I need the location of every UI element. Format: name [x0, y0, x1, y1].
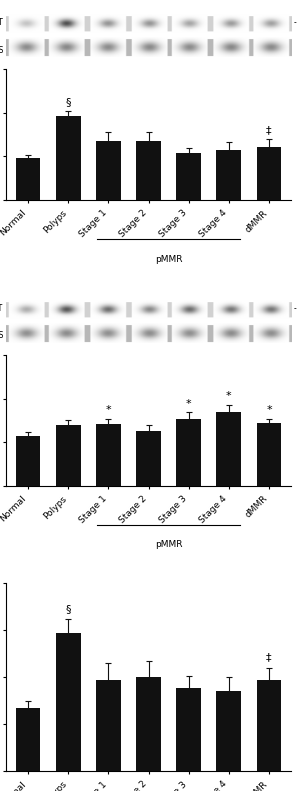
Bar	[136, 431, 161, 486]
Text: - 60 kDa: - 60 kDa	[294, 304, 297, 313]
Text: p-AKT: p-AKT	[0, 18, 3, 28]
Bar	[56, 425, 80, 486]
Bar	[56, 633, 80, 771]
Text: pMMR: pMMR	[155, 255, 182, 263]
Bar	[96, 424, 121, 486]
Bar	[257, 147, 282, 200]
Bar	[15, 436, 40, 486]
Text: ‡: ‡	[266, 653, 272, 662]
Text: §: §	[65, 97, 71, 107]
Bar	[136, 141, 161, 200]
Text: pMMR: pMMR	[155, 540, 182, 549]
Bar	[257, 423, 282, 486]
Bar	[96, 679, 121, 771]
Bar	[15, 708, 40, 771]
Bar	[257, 679, 282, 771]
Bar	[96, 141, 121, 200]
Text: - 60 kDa: - 60 kDa	[294, 18, 297, 28]
Text: *: *	[105, 406, 111, 415]
Bar	[176, 418, 201, 486]
Bar	[217, 412, 241, 486]
Bar	[176, 687, 201, 771]
Text: *: *	[266, 405, 272, 414]
Bar	[217, 691, 241, 771]
Bar	[56, 115, 80, 200]
Bar	[176, 153, 201, 200]
Text: *: *	[186, 399, 192, 408]
Bar	[217, 149, 241, 200]
Text: AKT: AKT	[0, 304, 3, 313]
Text: ‡: ‡	[266, 125, 272, 135]
Text: Ponceau S: Ponceau S	[0, 331, 3, 340]
Text: Ponceau S: Ponceau S	[0, 46, 3, 55]
Bar	[136, 677, 161, 771]
Bar	[15, 157, 40, 200]
Text: §: §	[65, 604, 71, 614]
Text: *: *	[226, 391, 232, 401]
